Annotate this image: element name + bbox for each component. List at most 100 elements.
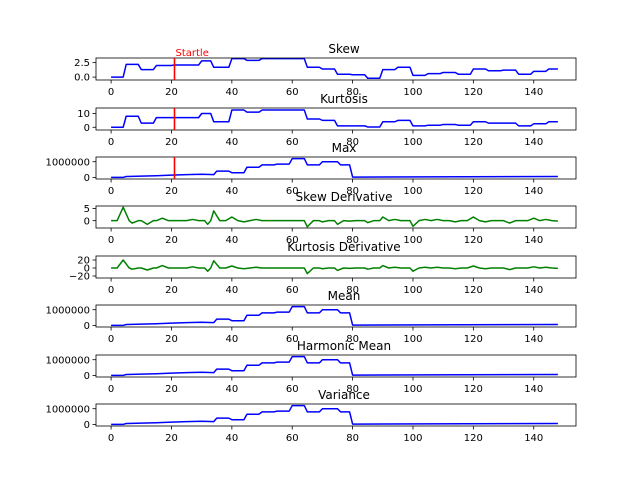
kurtosis-x-tick-label: 120 (464, 137, 483, 148)
kurtosis-series-line (111, 109, 558, 128)
variance-axes-frame (95, 403, 577, 427)
kurtosis-derivative-x-tick-label: 20 (165, 285, 178, 296)
variance-x-tick-label: 20 (165, 433, 178, 444)
harmonic-mean-title: Harmonic Mean (297, 339, 391, 353)
variance-x-tick-label: 120 (464, 433, 483, 444)
kurtosis-derivative-x-tick-label: 40 (225, 285, 238, 296)
skew-x-tick-label: 60 (286, 87, 299, 98)
skew-title: Skew (328, 42, 360, 56)
mean-series-line (111, 305, 558, 327)
max-y-tick-label: 1000000 (45, 157, 90, 168)
skew-derivative-y-tick-label: 0 (84, 216, 90, 227)
skew-derivative-x-tick-label: 80 (346, 235, 359, 246)
kurtosis-derivative-x-tick-label: 100 (403, 285, 422, 296)
kurtosis-x-tick-label: 20 (165, 137, 178, 148)
max-title: Max (332, 141, 357, 155)
variance-x-tick-label: 60 (286, 433, 299, 444)
harmonic-mean-y-tick-label: 0 (84, 371, 90, 382)
skew-derivative-x-tick-label: 40 (225, 235, 238, 246)
skew-derivative-x-tick-label: 120 (464, 235, 483, 246)
harmonic-mean-x-tick-label: 120 (464, 384, 483, 395)
harmonic-mean-x-tick-label: 60 (286, 384, 299, 395)
variance-y-tick-label: 0 (84, 420, 90, 431)
mean-x-tick-label: 20 (165, 334, 178, 345)
skew-derivative-title: Skew Derivative (295, 190, 392, 204)
variance-x-tick-label: 40 (225, 433, 238, 444)
variance-y-tick-label: 1000000 (45, 404, 90, 415)
kurtosis-x-tick-label: 100 (403, 137, 422, 148)
kurtosis-axes-frame (95, 107, 577, 131)
skew-y-tick-label: 0.0 (74, 73, 90, 84)
skew-derivative-x-tick-label: 60 (286, 235, 299, 246)
kurtosis-derivative-x-tick-label: 60 (286, 285, 299, 296)
mean-axes-frame (95, 304, 577, 328)
kurtosis-x-tick-label: 0 (108, 137, 114, 148)
harmonic-mean-y-tick-label: 1000000 (45, 355, 90, 366)
annotation-layer: Startle (173, 48, 209, 179)
mean-x-tick-label: 60 (286, 334, 299, 345)
skew-derivative-y-tick-label: 5 (84, 204, 90, 215)
harmonic-mean-x-tick-label: 100 (403, 384, 422, 395)
skew-derivative-x-tick-label: 20 (165, 235, 178, 246)
subplot-variance: 0 20 40 60 80 100 120 140 0 1000000 Variance (45, 388, 577, 444)
max-x-tick-label: 20 (165, 186, 178, 197)
max-x-tick-label: 120 (464, 186, 483, 197)
startle-label: Startle (175, 48, 208, 59)
subplot-skew: 0 20 40 60 80 100 120 140 0.0 2.5 Skew (74, 42, 577, 98)
skew-x-tick-label: 140 (524, 87, 543, 98)
subplot-mean: 0 20 40 60 80 100 120 140 0 1000000 Mean (45, 289, 577, 345)
max-x-tick-label: 60 (286, 186, 299, 197)
kurtosis-derivative-y-tick-label: −20 (69, 272, 90, 283)
mean-y-tick-label: 0 (84, 321, 90, 332)
max-axes-frame (95, 156, 577, 180)
variance-x-tick-label: 140 (524, 433, 543, 444)
mean-x-tick-label: 140 (524, 334, 543, 345)
variance-x-tick-label: 100 (403, 433, 422, 444)
max-series-line (111, 157, 558, 179)
skew-derivative-x-tick-label: 140 (524, 235, 543, 246)
skew-derivative-x-tick-label: 0 (108, 235, 114, 246)
kurtosis-y-tick-label: 10 (77, 109, 90, 120)
mean-x-tick-label: 100 (403, 334, 422, 345)
kurtosis-x-tick-label: 40 (225, 137, 238, 148)
harmonic-mean-x-tick-label: 0 (108, 384, 114, 395)
skew-derivative-axes-frame (95, 205, 577, 229)
skew-x-tick-label: 100 (403, 87, 422, 98)
subplot-kurtosis: 0 20 40 60 80 100 120 140 0 10 Kurtosis (77, 92, 577, 148)
skew-x-tick-label: 120 (464, 87, 483, 98)
kurtosis-y-tick-label: 0 (84, 123, 90, 134)
harmonic-mean-x-tick-label: 20 (165, 384, 178, 395)
skew-series-line (111, 58, 558, 80)
subplot-harmonic-mean: 0 20 40 60 80 100 120 140 0 1000000 Harmonic Mean (45, 339, 577, 395)
harmonic-mean-x-tick-label: 80 (346, 384, 359, 395)
kurtosis-derivative-y-tick-label: 20 (77, 256, 90, 267)
kurtosis-derivative-x-tick-label: 0 (108, 285, 114, 296)
max-y-tick-label: 0 (84, 173, 90, 184)
harmonic-mean-series-line (111, 355, 558, 377)
skew-x-tick-label: 80 (346, 87, 359, 98)
kurtosis-derivative-y-tick-label: 0 (84, 264, 90, 275)
mean-x-tick-label: 80 (346, 334, 359, 345)
harmonic-mean-x-tick-label: 40 (225, 384, 238, 395)
skew-x-tick-label: 0 (108, 87, 114, 98)
max-x-tick-label: 100 (403, 186, 422, 197)
mean-title: Mean (328, 289, 361, 303)
variance-x-tick-label: 80 (346, 433, 359, 444)
kurtosis-derivative-x-tick-label: 80 (346, 285, 359, 296)
variance-series-line (111, 404, 558, 426)
kurtosis-derivative-x-tick-label: 120 (464, 285, 483, 296)
kurtosis-title: Kurtosis (320, 92, 368, 106)
mean-y-tick-label: 1000000 (45, 305, 90, 316)
kurtosis-derivative-series-line (111, 259, 558, 275)
kurtosis-derivative-x-tick-label: 140 (524, 285, 543, 296)
variance-x-tick-label: 0 (108, 433, 114, 444)
kurtosis-x-tick-label: 140 (524, 137, 543, 148)
max-x-tick-label: 0 (108, 186, 114, 197)
max-x-tick-label: 140 (524, 186, 543, 197)
harmonic-mean-x-tick-label: 140 (524, 384, 543, 395)
skew-derivative-x-tick-label: 100 (403, 235, 422, 246)
